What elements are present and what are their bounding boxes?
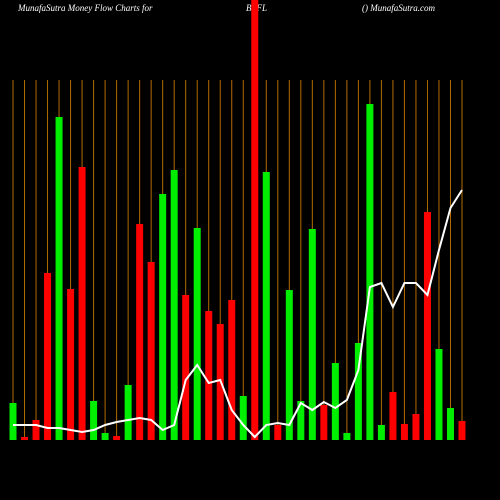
bar: [262, 172, 270, 440]
bar: [55, 117, 63, 440]
bar: [67, 289, 75, 440]
source: () MunafaSutra.com: [362, 3, 435, 13]
bar: [400, 424, 408, 440]
money-flow-line: [13, 189, 463, 439]
bar: [21, 437, 29, 440]
bar: [205, 311, 213, 440]
bar: [136, 224, 144, 440]
bar: [147, 262, 155, 440]
bar: [9, 403, 17, 440]
bar: [251, 0, 259, 440]
bar: [228, 300, 236, 440]
bar: [446, 408, 454, 440]
bar: [101, 433, 109, 440]
bar: [274, 425, 282, 440]
bar: [297, 401, 305, 440]
bar: [170, 170, 178, 440]
bar: [343, 433, 351, 440]
bar: [44, 273, 52, 440]
bar: [354, 343, 362, 440]
bar: [389, 392, 397, 440]
bar: [124, 385, 132, 440]
bar: [78, 167, 86, 440]
bar: [435, 349, 443, 440]
bar: [331, 363, 339, 440]
bar: [239, 396, 247, 440]
bar: [193, 228, 201, 440]
bar: [366, 104, 374, 440]
bar: [377, 425, 385, 440]
bar: [113, 436, 121, 440]
bar: [458, 421, 466, 440]
bar: [320, 405, 328, 440]
bar: [182, 295, 190, 440]
chart-title: MunafaSutra Money Flow Charts for: [17, 3, 153, 13]
bar: [308, 229, 316, 440]
bar: [90, 401, 98, 440]
bar: [159, 194, 167, 440]
bar: [32, 420, 40, 440]
bar: [285, 290, 293, 440]
bar: [423, 212, 431, 440]
bar: [412, 414, 420, 440]
